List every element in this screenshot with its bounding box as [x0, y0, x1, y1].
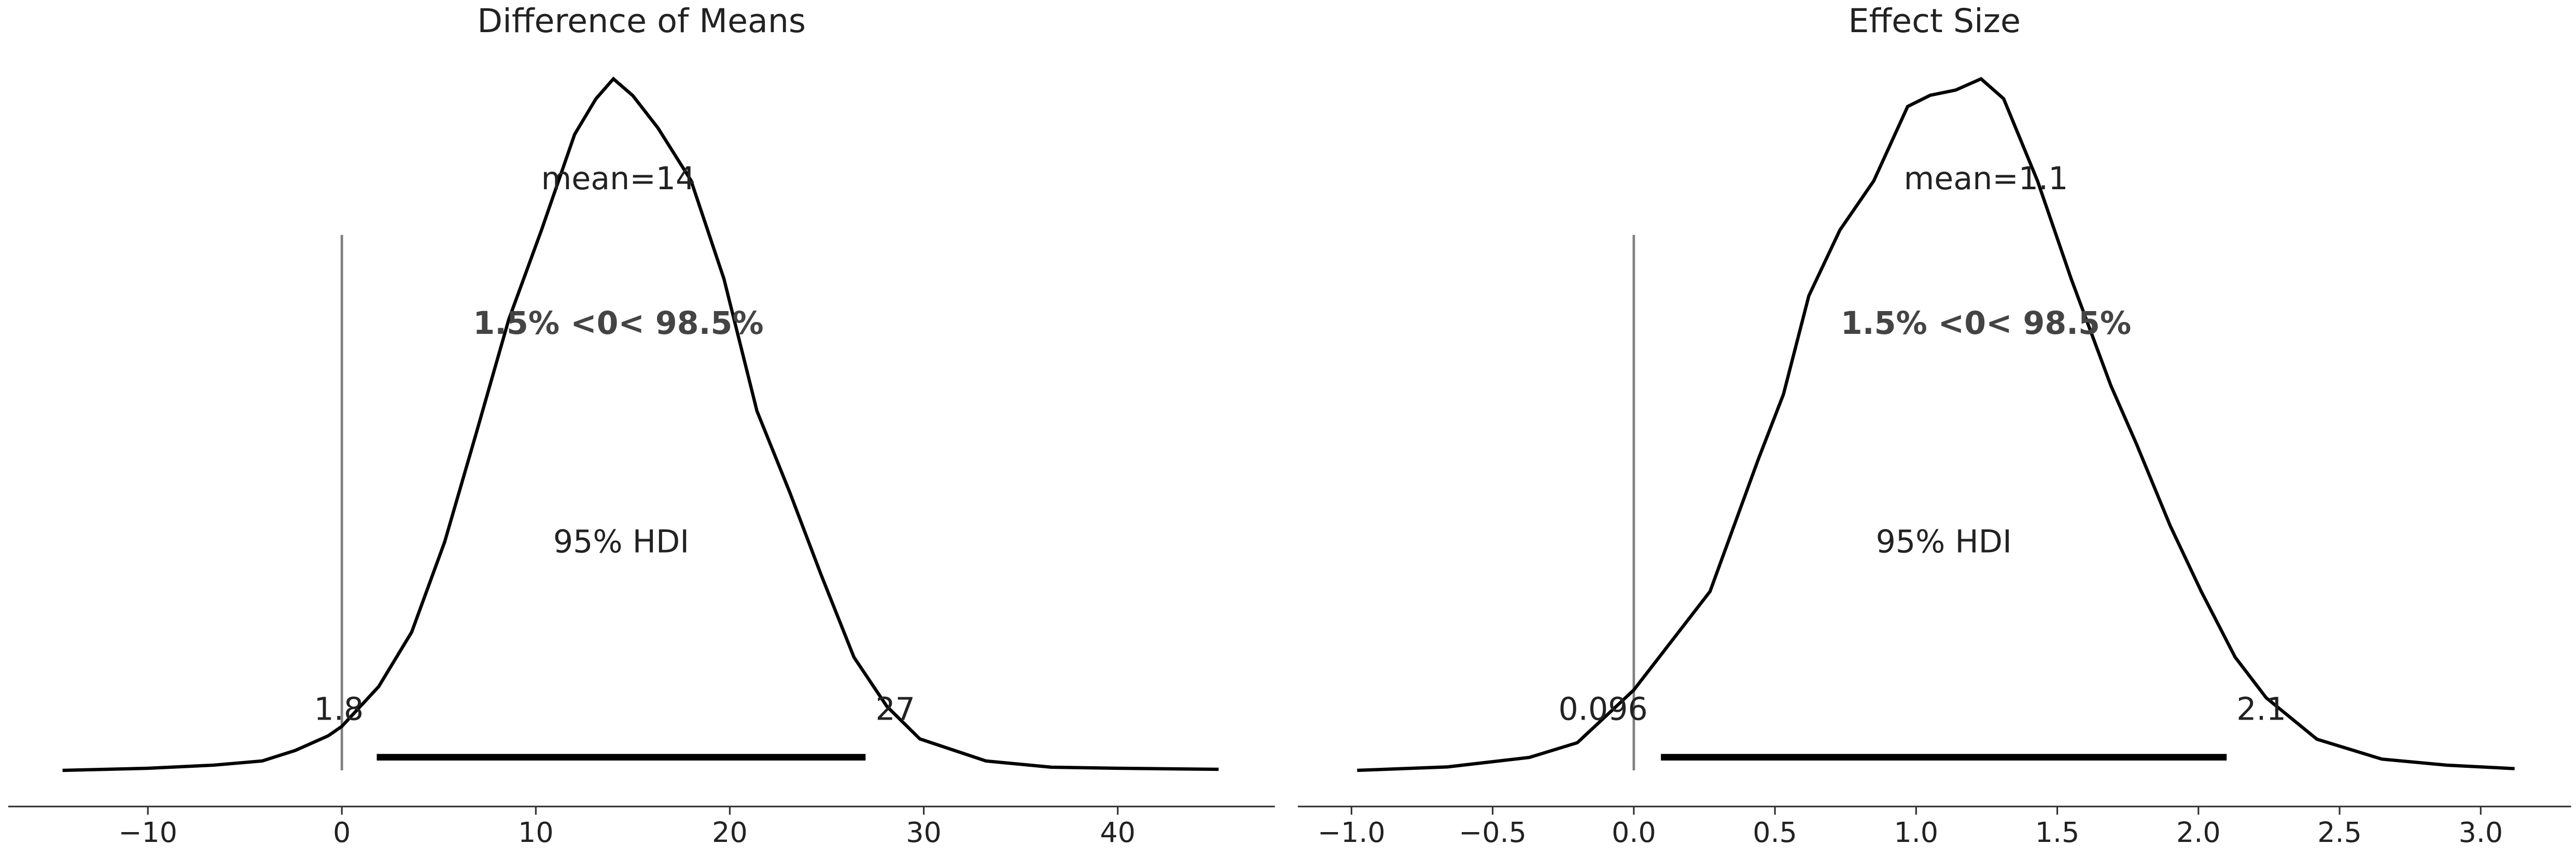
x-tick-label: −0.5 — [1459, 816, 1527, 849]
x-tick-label: 2.0 — [2176, 816, 2221, 849]
hdi-label: 95% HDI — [1876, 524, 2012, 560]
hdi-upper-label: 2.1 — [2236, 691, 2286, 727]
x-tick-label: 0 — [333, 816, 351, 849]
mean-label: mean=1.1 — [1904, 161, 2068, 197]
panel-title: Difference of Means — [477, 2, 806, 40]
density-curve — [62, 76, 1219, 772]
x-tick-label: 10 — [518, 816, 554, 849]
x-tick-label: 20 — [712, 816, 748, 849]
x-tick-label: 40 — [1100, 816, 1136, 849]
x-tick-label: 3.0 — [2458, 816, 2503, 849]
x-tick-label: −10 — [118, 816, 177, 849]
density-curve — [1357, 77, 2515, 772]
x-tick-label: −1.0 — [1318, 816, 1385, 849]
hdi-label: 95% HDI — [553, 524, 689, 560]
x-tick-label: 1.5 — [2035, 816, 2080, 849]
ref-label: 1.5% <0< 98.5% — [473, 305, 763, 342]
x-tick-label: 0.5 — [1753, 816, 1797, 849]
hdi-upper-label: 27 — [875, 691, 915, 727]
hdi-lower-label: 1.8 — [314, 691, 364, 727]
x-tick-label: 2.5 — [2317, 816, 2362, 849]
x-tick-label: 1.0 — [1894, 816, 1939, 849]
panel-title: Effect Size — [1848, 2, 2021, 40]
x-tick-label: 0.0 — [1612, 816, 1656, 849]
ref-label: 1.5% <0< 98.5% — [1841, 305, 2131, 342]
x-tick-label: 30 — [906, 816, 942, 849]
mean-label: mean=14 — [541, 161, 696, 197]
hdi-lower-label: 0.096 — [1559, 691, 1648, 727]
